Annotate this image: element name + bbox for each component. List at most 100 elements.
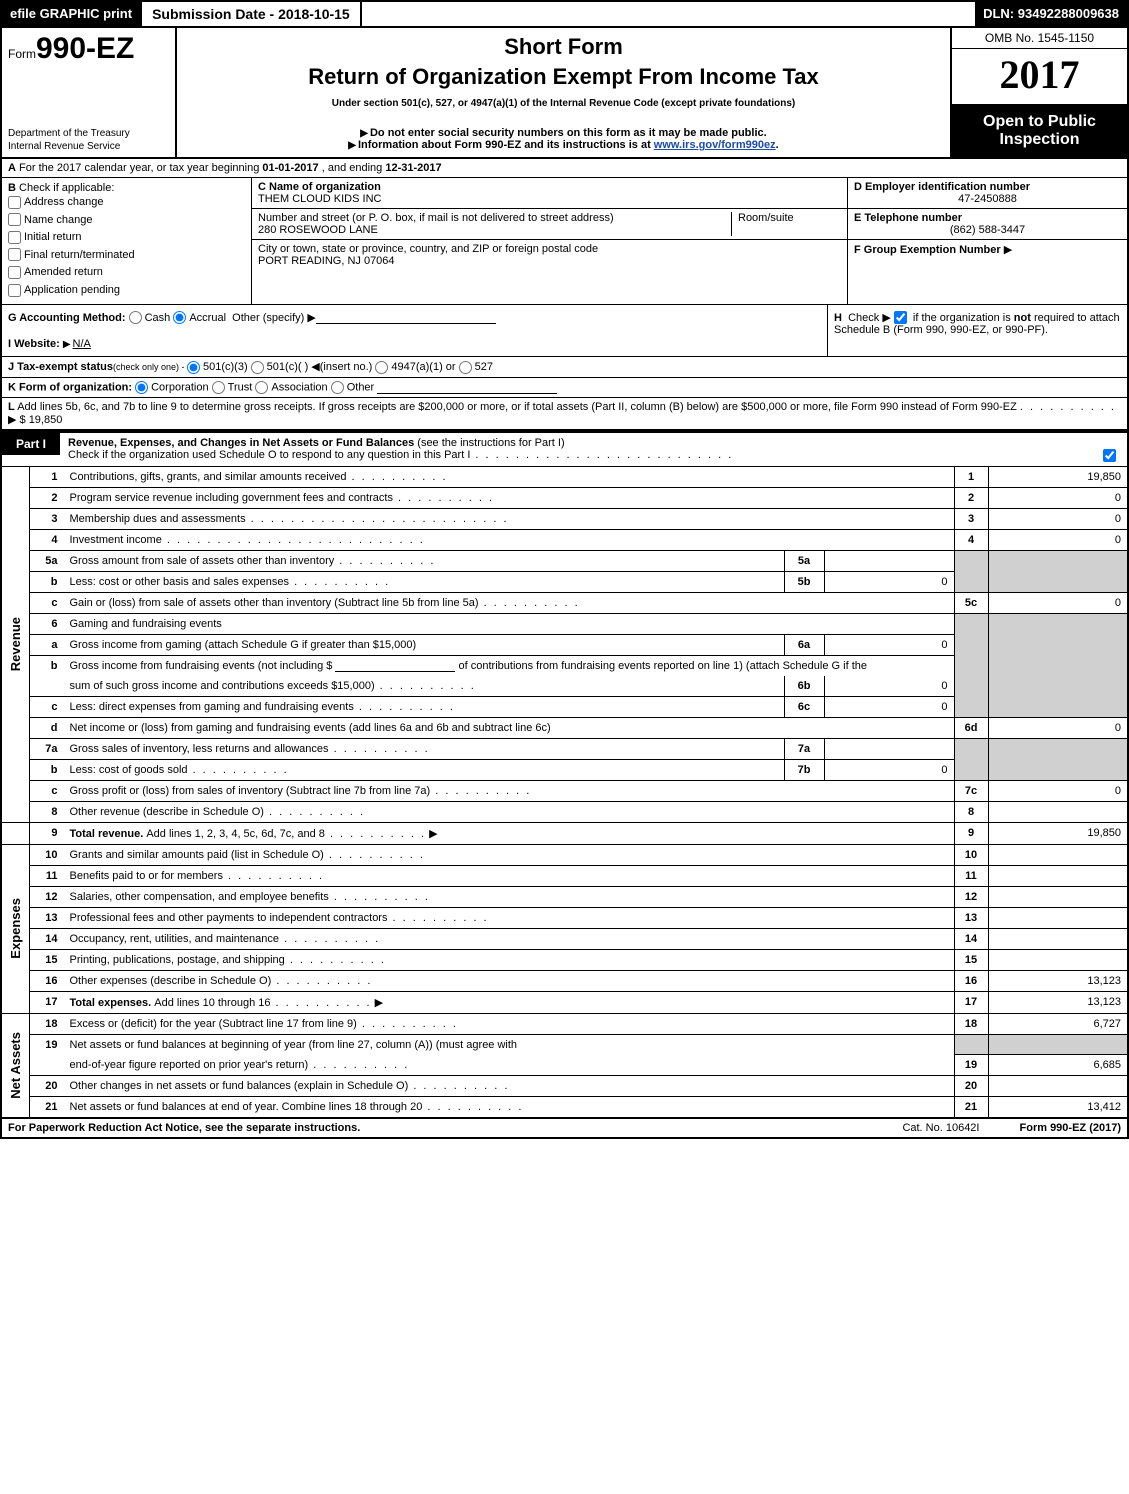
line-19-desc2: end-of-year figure reported on prior yea… [70, 1059, 309, 1071]
line-19-2: end-of-year figure reported on prior yea… [1, 1055, 1128, 1076]
info-text: Information about Form 990-EZ and its in… [358, 139, 654, 151]
line-5a-num: 5a [30, 550, 64, 571]
line-7c-value: 0 [988, 780, 1128, 801]
efile-print-button[interactable]: efile GRAPHIC print [2, 2, 140, 26]
line-2-outnum: 2 [954, 487, 988, 508]
line-7c-outnum: 7c [954, 780, 988, 801]
line-16-desc: Other expenses (describe in Schedule O) [70, 975, 272, 987]
chk-address-change-input[interactable] [8, 196, 21, 209]
room-suite: Room/suite [731, 212, 841, 236]
line-1-desc: Contributions, gifts, grants, and simila… [70, 471, 347, 483]
box-f-arrow: ▶ [1004, 244, 1012, 256]
radio-501c[interactable] [251, 361, 264, 374]
line-6-num: 6 [30, 613, 64, 634]
line-a-begin: 01-01-2017 [262, 162, 318, 174]
line-2-desc: Program service revenue including govern… [70, 492, 393, 504]
radio-501c3[interactable] [187, 361, 200, 374]
radio-trust[interactable] [212, 381, 225, 394]
line-20-desc: Other changes in net assets or fund bala… [70, 1080, 409, 1092]
city-label: City or town, state or province, country… [258, 243, 598, 255]
line-2-num: 2 [30, 487, 64, 508]
header-left: Form990-EZ Department of the Treasury In… [2, 28, 177, 157]
radio-527[interactable] [459, 361, 472, 374]
line-14-desc: Occupancy, rent, utilities, and maintena… [70, 933, 280, 945]
radio-trust-label: Trust [228, 381, 253, 393]
line-h: H Check ▶ if the organization is not req… [827, 305, 1127, 357]
ein-value: 47-2450888 [854, 193, 1121, 205]
line-6c-num: c [30, 696, 64, 717]
chk-schedule-b[interactable] [894, 311, 907, 324]
box-e: E Telephone number (862) 588-3447 [848, 209, 1127, 240]
line-10-desc: Grants and similar amounts paid (list in… [70, 849, 324, 861]
line-6-desc: Gaming and fundraising events [64, 613, 955, 634]
chk-schedule-o[interactable] [1103, 449, 1116, 462]
radio-association-label: Association [271, 381, 327, 393]
chk-name-change[interactable]: Name change [8, 212, 245, 230]
form-header: Form990-EZ Department of the Treasury In… [0, 28, 1129, 159]
line-18-desc: Excess or (deficit) for the year (Subtra… [70, 1018, 357, 1030]
line-13: 13 Professional fees and other payments … [1, 907, 1128, 928]
header-right: OMB No. 1545-1150 2017 Open to Public In… [952, 28, 1127, 157]
line-g-label: G Accounting Method: [8, 312, 126, 324]
line-6d-desc: Net income or (loss) from gaming and fun… [64, 717, 955, 738]
chk-final-return-input[interactable] [8, 248, 21, 261]
radio-4947[interactable] [375, 361, 388, 374]
line-3-num: 3 [30, 508, 64, 529]
other-specify-input[interactable] [316, 312, 496, 324]
line-a-end: 12-31-2017 [385, 162, 441, 174]
chk-application-pending-input[interactable] [8, 284, 21, 297]
line-16: 16 Other expenses (describe in Schedule … [1, 970, 1128, 991]
line-9-value: 19,850 [988, 822, 1128, 844]
chk-initial-return-input[interactable] [8, 231, 21, 244]
line-7a-desc: Gross sales of inventory, less returns a… [70, 743, 329, 755]
other-org-input[interactable] [377, 382, 557, 394]
line-a: A For the 2017 calendar year, or tax yea… [0, 159, 1129, 178]
open-to-public: Open to Public Inspection [952, 105, 1127, 157]
line-h-text2: if the organization is [913, 312, 1014, 324]
chk-amended-return-input[interactable] [8, 266, 21, 279]
radio-4947-label: 4947(a)(1) or [391, 361, 455, 373]
radio-accrual[interactable] [173, 311, 186, 324]
line-8-value [988, 801, 1128, 822]
line-7b-num: b [30, 759, 64, 780]
chk-final-return[interactable]: Final return/terminated [8, 247, 245, 265]
line-4-desc: Investment income [70, 534, 162, 546]
info-link[interactable]: www.irs.gov/form990ez [654, 139, 776, 151]
line-9-desc: Total revenue. [70, 828, 147, 840]
line-5c-outnum: 5c [954, 592, 988, 613]
line-16-value: 13,123 [988, 970, 1128, 991]
line-5c-desc: Gain or (loss) from sale of assets other… [70, 597, 479, 609]
radio-association[interactable] [255, 381, 268, 394]
do-not-enter-note: Do not enter social security numbers on … [185, 127, 942, 139]
tax-year: 2017 [952, 49, 1127, 105]
chk-initial-return[interactable]: Initial return [8, 229, 245, 247]
chk-address-change[interactable]: Address change [8, 194, 245, 212]
line-5b-desc: Less: cost or other basis and sales expe… [70, 576, 290, 588]
line-l-label: L [8, 401, 15, 413]
line-h-label: H [834, 312, 842, 324]
dept-irs: Internal Revenue Service [8, 140, 169, 153]
line-11-desc: Benefits paid to or for members [70, 870, 223, 882]
shade-5 [954, 550, 988, 592]
radio-corporation[interactable] [135, 381, 148, 394]
line-6b-innum: 6b [784, 676, 824, 697]
chk-application-pending[interactable]: Application pending [8, 282, 245, 300]
line-17-value: 13,123 [988, 991, 1128, 1013]
box-c-street-row: Number and street (or P. O. box, if mail… [252, 209, 847, 240]
line-5c: c Gain or (loss) from sale of assets oth… [1, 592, 1128, 613]
chk-amended-return[interactable]: Amended return [8, 264, 245, 282]
omb-number: OMB No. 1545-1150 [952, 28, 1127, 49]
line-6b-inval: 0 [824, 676, 954, 697]
line-2: 2 Program service revenue including gove… [1, 487, 1128, 508]
box-c-label: C Name of organization [258, 181, 381, 193]
chk-name-change-input[interactable] [8, 213, 21, 226]
line-6a-num: a [30, 634, 64, 655]
radio-cash[interactable] [129, 311, 142, 324]
line-11-outnum: 11 [954, 865, 988, 886]
box-f-label: F Group Exemption Number [854, 244, 1001, 256]
line-6d-value: 0 [988, 717, 1128, 738]
radio-other-org[interactable] [331, 381, 344, 394]
line-14: 14 Occupancy, rent, utilities, and maint… [1, 928, 1128, 949]
line-6b-amount-input[interactable] [335, 660, 455, 672]
line-l-amount: $ 19,850 [20, 414, 63, 426]
